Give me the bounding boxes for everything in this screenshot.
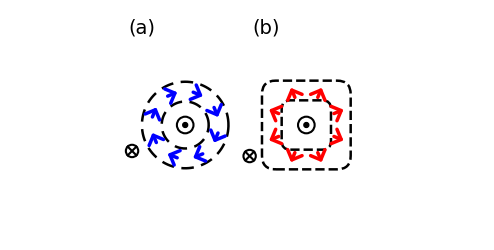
Circle shape	[183, 122, 188, 128]
Text: (b): (b)	[252, 19, 280, 38]
Text: (a): (a)	[128, 19, 155, 38]
Circle shape	[304, 122, 309, 128]
